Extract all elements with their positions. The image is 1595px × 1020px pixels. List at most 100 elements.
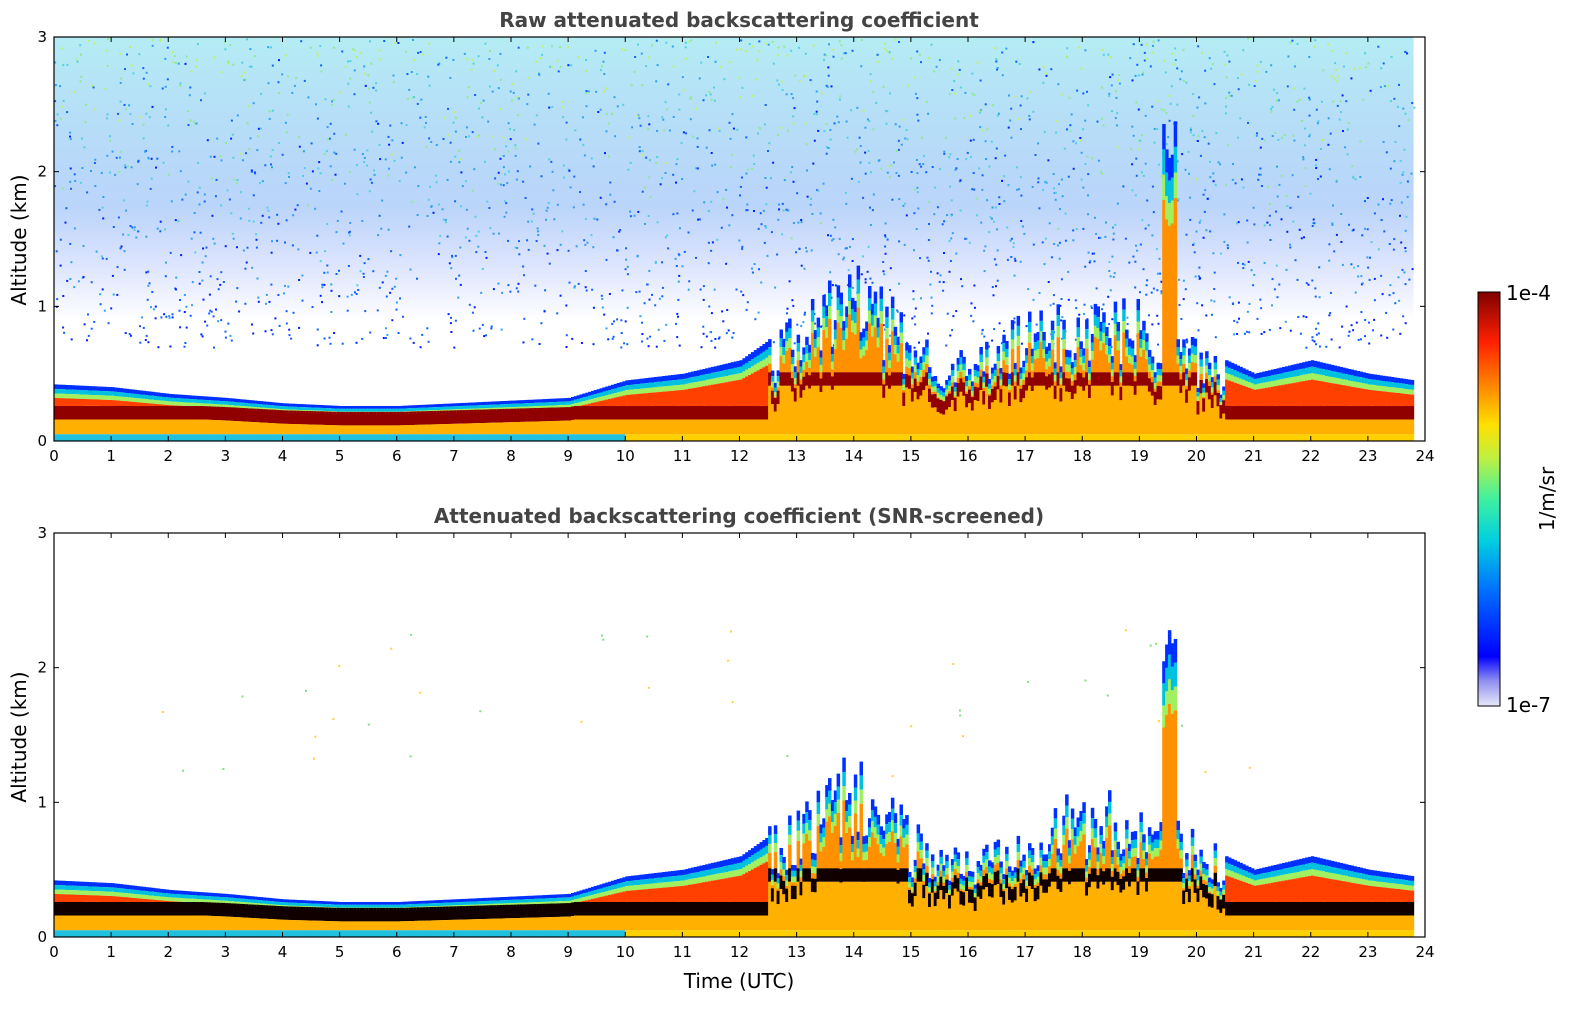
noise-speck [1186,234,1188,236]
raw-backscatter-panel: Raw attenuated backscattering coefficien… [7,8,1435,465]
noise-speck [1287,56,1289,58]
noise-speck [57,113,59,115]
noise-speck [1062,195,1064,197]
noise-speck [955,253,957,255]
noise-speck [490,328,492,330]
noise-speck [78,280,80,282]
noise-speck [272,149,274,151]
noise-speck [74,173,76,175]
noise-speck [1238,88,1240,90]
noise-speck [868,162,870,164]
noise-speck [1300,333,1302,335]
noise-speck [675,323,677,325]
noise-speck [585,92,587,94]
noise-speck [276,240,278,242]
noise-speck [324,250,326,252]
noise-speck [450,161,452,163]
noise-speck [1141,134,1143,136]
noise-speck [448,313,450,315]
noise-speck [700,289,702,291]
noise-speck [729,61,731,63]
noise-speck [884,246,886,248]
noise-speck [66,111,68,113]
noise-speck [1407,196,1409,198]
noise-speck [241,62,243,64]
noise-speck [1011,238,1013,240]
noise-speck [1030,91,1032,93]
noise-speck [1193,134,1195,136]
noise-speck [796,324,798,326]
noise-speck [331,290,333,292]
noise-speck [1361,234,1363,236]
noise-speck [778,84,780,86]
noise-speck [1294,88,1296,90]
noise-speck [1304,128,1306,130]
noise-speck [1236,321,1238,323]
noise-speck [973,172,975,174]
noise-speck [1289,244,1291,246]
noise-speck [1016,166,1018,168]
noise-speck [738,240,740,242]
noise-speck [428,43,430,45]
noise-speck [1087,104,1089,106]
noise-speck [472,131,474,133]
noise-speck [791,93,793,95]
noise-speck [534,285,536,287]
noise-speck [537,227,539,229]
noise-speck [244,303,246,305]
noise-speck [379,287,381,289]
noise-speck [573,176,575,178]
noise-speck [60,239,62,241]
noise-speck [363,273,365,275]
noise-speck [766,187,768,189]
noise-speck [978,167,980,169]
noise-speck [364,310,366,312]
noise-speck [278,81,280,83]
backscatter-cell [951,364,955,370]
noise-speck [980,222,982,224]
noise-speck [911,171,913,173]
noise-speck [472,190,474,192]
noise-speck [999,322,1001,324]
noise-speck [1294,65,1296,67]
noise-speck [260,93,262,95]
noise-speck [648,270,650,272]
noise-speck [745,136,747,138]
noise-speck [928,260,930,262]
noise-speck [236,182,238,184]
noise-speck [1083,313,1085,315]
noise-speck [460,284,462,286]
noise-speck [235,301,237,303]
noise-speck [172,51,174,53]
noise-speck [1241,74,1243,76]
noise-speck [1320,148,1322,150]
noise-speck [357,289,359,291]
noise-speck [1383,230,1385,232]
noise-speck [66,64,68,66]
noise-speck [348,106,350,108]
noise-speck [320,172,322,174]
noise-speck [1072,239,1074,241]
noise-speck [1401,202,1403,204]
noise-speck [360,270,362,272]
noise-speck [810,198,812,200]
noise-speck [1059,258,1061,260]
noise-speck [272,333,274,335]
noise-speck [1185,169,1187,171]
noise-speck [1076,228,1078,230]
noise-speck [582,116,584,118]
noise-speck [1359,67,1361,69]
noise-speck [1198,275,1200,277]
noise-speck [754,318,756,320]
noise-speck [570,186,572,188]
backscatter-cell [1011,339,1015,349]
noise-speck [993,294,995,296]
noise-speck [1145,115,1147,117]
noise-speck [257,278,259,280]
noise-speck [257,297,259,299]
noise-speck [566,346,568,348]
noise-speck [498,172,500,174]
noise-speck [147,201,149,203]
noise-speck [1091,157,1093,159]
noise-speck [85,104,87,106]
